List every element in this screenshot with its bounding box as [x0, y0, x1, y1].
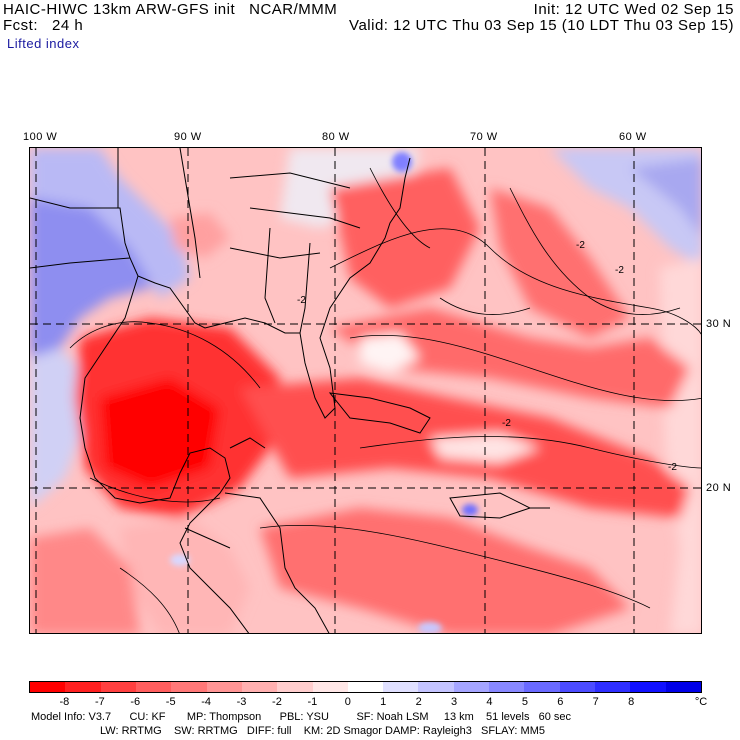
- colorbar-swatch: [630, 682, 666, 692]
- lat-label-30n: 30 N: [706, 318, 732, 330]
- colorbar-swatch: [135, 682, 172, 692]
- lon-label-90w: 90 W: [174, 131, 202, 143]
- colorbar-unit: °C: [694, 696, 708, 708]
- colorbar-tick-label: -3: [236, 696, 247, 708]
- contour-label: -2: [615, 265, 624, 276]
- footer-model-info: Model Info: V3.7 CU: KF MP: Thompson PBL…: [31, 711, 572, 723]
- colorbar-swatch: [312, 682, 348, 692]
- contour-label: -2: [502, 418, 511, 429]
- colorbar-swatch: [524, 682, 560, 692]
- header-title: HAIC-HIWC 13km ARW-GFS init NCAR/MMM: [3, 1, 338, 18]
- lifted-index-map: -2 -2 -2 -2 -2: [29, 147, 702, 634]
- colorbar-tick-label: -8: [59, 696, 70, 708]
- colorbar-swatch: [559, 682, 595, 692]
- colorbar-swatch: [30, 682, 66, 692]
- lat-label-20n: 20 N: [706, 482, 732, 494]
- colorbar-tick-label: -1: [307, 696, 318, 708]
- colorbar-swatch: [418, 682, 454, 692]
- init-time: Init: 12 UTC Wed 02 Sep 15: [533, 1, 734, 18]
- colorbar: [29, 681, 702, 693]
- colorbar-swatch: [453, 682, 490, 692]
- coastlines: [30, 148, 550, 633]
- colorbar-tick-label: -2: [272, 696, 282, 708]
- contour-label: -2: [297, 295, 306, 306]
- stable-spots: [170, 152, 478, 633]
- graticule: [30, 148, 701, 633]
- colorbar-tick-label: 1: [380, 696, 387, 708]
- colorbar-tick-label: 4: [486, 696, 493, 708]
- colorbar-swatch: [171, 682, 207, 692]
- colorbar-tick-label: 8: [628, 696, 635, 708]
- field-name: Lifted index: [7, 36, 80, 51]
- colorbar-tick-label: -7: [94, 696, 105, 708]
- contour-label: -2: [668, 462, 677, 473]
- colorbar-tick-label: 0: [344, 696, 351, 708]
- colorbar-swatch: [489, 682, 525, 692]
- colorbar-tick-label: 2: [415, 696, 422, 708]
- lon-label-80w: 80 W: [322, 131, 350, 143]
- colorbar-swatch: [65, 682, 101, 692]
- colorbar-swatch: [277, 682, 313, 692]
- map-canvas: -2 -2 -2 -2 -2: [30, 148, 701, 633]
- colorbar-swatch: [665, 682, 701, 692]
- colorbar-swatch: [100, 682, 136, 692]
- lon-label-100w: 100 W: [23, 131, 58, 143]
- lon-label-70w: 70 W: [470, 131, 498, 143]
- field-shading: [30, 148, 701, 633]
- colorbar-swatch: [241, 682, 278, 692]
- forecast-hour: Fcst: 24 h: [3, 17, 84, 34]
- contours: [69, 167, 701, 633]
- lon-label-60w: 60 W: [619, 131, 647, 143]
- contour-label: -2: [576, 240, 585, 251]
- valid-time: Valid: 12 UTC Thu 03 Sep 15 (10 LDT Thu …: [349, 17, 734, 34]
- colorbar-swatch: [383, 682, 419, 692]
- colorbar-tick-label: 6: [557, 696, 564, 708]
- colorbar-swatch: [347, 682, 384, 692]
- colorbar-tick-label: 5: [521, 696, 528, 708]
- colorbar-tick-label: -5: [165, 696, 176, 708]
- colorbar-tick-label: 3: [450, 696, 458, 708]
- colorbar-swatch: [595, 682, 631, 692]
- colorbar-tick-label: -6: [130, 696, 141, 708]
- footer-physics-info: LW: RRTMG SW: RRTMG DIFF: full KM: 2D Sm…: [100, 725, 545, 737]
- colorbar-tick-label: 7: [592, 696, 599, 708]
- colorbar-tick-label: -4: [201, 696, 211, 708]
- colorbar-swatch: [206, 682, 242, 692]
